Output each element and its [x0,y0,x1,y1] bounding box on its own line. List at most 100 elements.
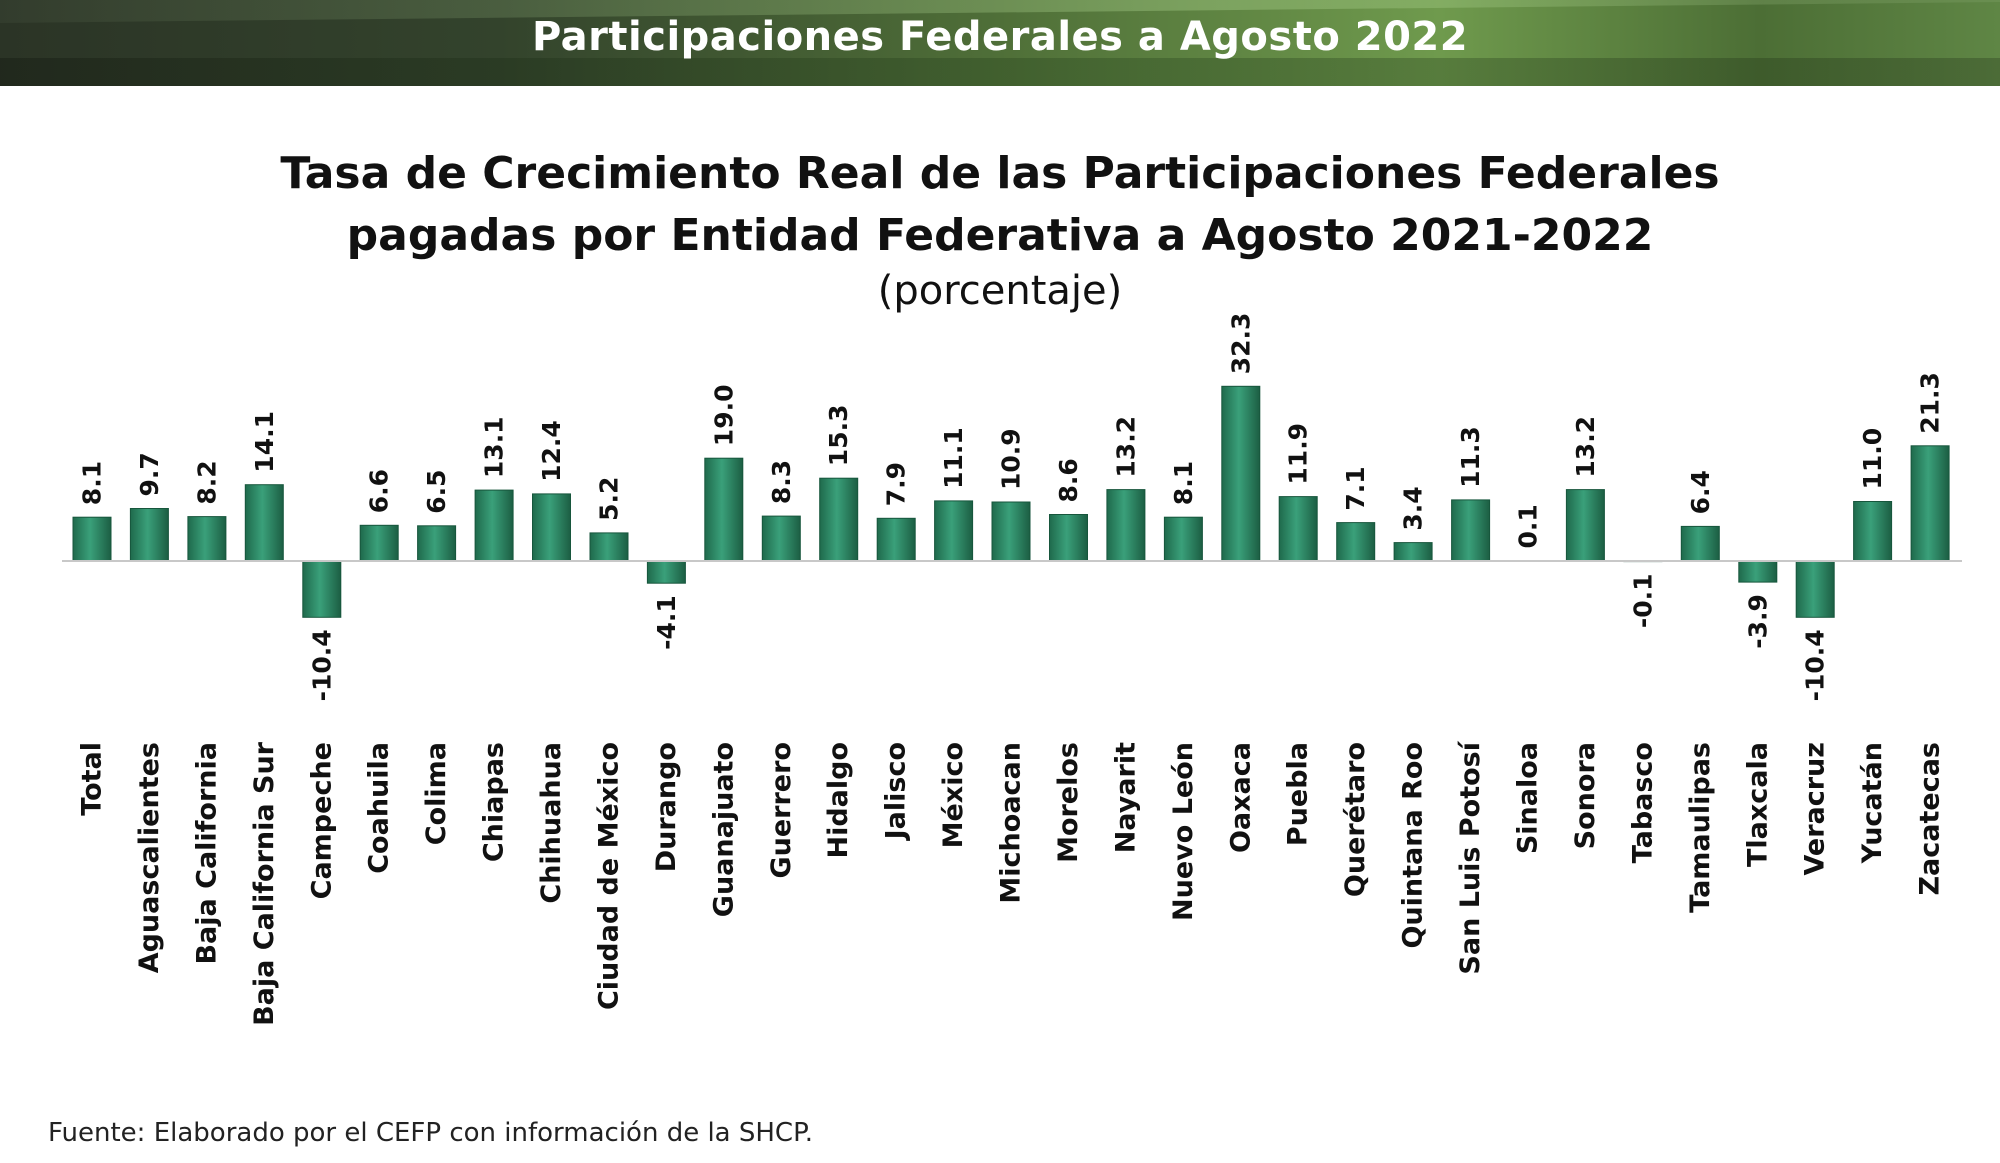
category-label-yucatan: Yucatán [1857,742,1888,864]
bar-zacatecas [1910,445,1950,562]
category-label-tabasco: Tabasco [1627,742,1658,863]
bar-guanajuato [704,457,744,562]
data-label-campeche: -10.4 [307,629,336,701]
bar-ciudad-de-mexico [589,532,629,562]
bar-baja-california [187,516,227,562]
category-label-veracruz: Veracruz [1800,742,1831,876]
bar-quintana-roo [1393,542,1433,562]
bar-yucatan [1853,501,1893,562]
data-label-baja-california: 8.2 [192,460,221,504]
data-label-yucatan: 11.0 [1858,428,1887,490]
bar-total [72,516,112,562]
data-label-sinaloa: 0.1 [1514,504,1543,548]
category-label-chihuahua: Chihuahua [536,742,567,904]
category-label-campeche: Campeche [306,742,337,899]
category-label-guerrero: Guerrero [766,742,797,879]
data-label-oaxaca: 32.3 [1226,313,1255,375]
data-label-sonora: 13.2 [1571,416,1600,478]
bar-veracruz [1795,560,1835,618]
source-note: Fuente: Elaborado por el CEFP con inform… [48,1118,813,1148]
category-label-zacatecas: Zacatecas [1915,742,1946,896]
data-label-total: 8.1 [78,461,107,505]
chart-subtitle: (porcentaje) [877,268,1123,314]
data-label-veracruz: -10.4 [1801,629,1830,701]
bar-nuevo-leon [1163,516,1203,562]
data-label-jalisco: 7.9 [882,462,911,506]
data-label-chiapas: 13.1 [480,416,509,478]
chart-title-line-1: Tasa de Crecimiento Real de las Particip… [280,148,1720,199]
chart-title-line-2: pagadas por Entidad Federativa a Agosto … [346,210,1654,261]
bar-chihuahua [532,493,571,562]
bar-chart: 8.1 9.7 8.2 14.1 -10.4 6.6 6.5 13.1 12.4 5.2 -4.1 1… [62,313,1962,1026]
data-label-aguascalientes: 9.7 [135,452,164,496]
bar-tlaxcala [1738,560,1778,583]
category-label-baja-california: Baja California [191,742,222,965]
data-label-tabasco: -0.1 [1628,574,1657,629]
category-label-nuevo-leon: Nuevo León [1168,742,1199,921]
bar-campeche [302,560,342,618]
bar-durango [646,560,686,584]
category-label-durango: Durango [651,742,682,872]
data-label-zacatecas: 21.3 [1916,372,1945,434]
data-label-colima: 6.5 [422,470,451,514]
data-label-guerrero: 8.3 [767,460,796,504]
data-label-quintana-roo: 3.4 [1399,486,1428,530]
bar-series [72,385,1950,618]
chart-title: Tasa de Crecimiento Real de las Particip… [0,143,2000,267]
category-label-nayarit: Nayarit [1110,742,1141,853]
data-labels: 8.1 9.7 8.2 14.1 -10.4 6.6 6.5 13.1 12.4 5.2 -4.1 1… [78,313,1945,702]
bar-hidalgo [819,477,859,562]
bar-sonora [1565,489,1605,562]
category-label-quintana-roo: Quintana Roo [1398,742,1429,949]
bar-guerrero [761,515,801,562]
data-label-michoacan: 10.9 [997,428,1026,490]
category-label-jalisco: Jalisco [881,742,912,841]
bar-queretaro [1336,522,1376,562]
bar-chiapas [474,489,514,562]
data-label-baja-california-sur: 14.1 [250,411,279,473]
category-label-tlaxcala: Tlaxcala [1742,742,1773,867]
category-label-total: Total [77,742,108,816]
category-label-queretaro: Querétaro [1340,742,1371,897]
bar-coahuila [359,524,399,562]
data-label-tamaulipas: 6.4 [1686,470,1715,514]
data-label-morelos: 8.6 [1054,458,1083,502]
category-label-oaxaca: Oaxaca [1225,742,1256,853]
data-label-san-luis-potosi: 11.3 [1456,426,1485,488]
category-label-michoacan: Michoacan [996,742,1027,904]
category-label-baja-california-sur: Baja California Sur [249,741,280,1026]
data-label-chihuahua: 12.4 [537,420,566,482]
bar-oaxaca [1221,385,1261,562]
bar-aguascalientes [129,508,169,562]
category-labels: Total Aguascalientes Baja California Baja C… [77,740,1946,1026]
header-banner: Participaciones Federales a Agosto 2022 [0,0,2000,86]
category-label-chiapas: Chiapas [479,742,510,862]
category-label-puebla: Puebla [1283,742,1314,846]
banner-stripe-bottom [0,58,2000,86]
bar-nayarit [1106,489,1146,562]
category-label-sinaloa: Sinaloa [1513,742,1544,854]
bar-jalisco [876,517,916,562]
bar-baja-california-sur [244,484,284,562]
bar-mexico [934,500,974,562]
category-label-tamaulipas: Tamaulipas [1685,742,1716,913]
data-label-queretaro: 7.1 [1341,466,1370,510]
bar-san-luis-potosi [1451,499,1491,562]
bar-michoacan [991,501,1031,562]
bar-morelos [1049,514,1088,562]
data-label-tlaxcala: -3.9 [1743,594,1772,649]
data-label-ciudad-de-mexico: 5.2 [595,477,624,521]
data-label-mexico: 11.1 [939,427,968,489]
category-label-mexico: México [938,742,969,848]
category-label-sonora: Sonora [1570,742,1601,849]
data-label-hidalgo: 15.3 [824,405,853,467]
category-label-coahuila: Coahuila [364,742,395,874]
bar-tamaulipas [1680,525,1720,562]
data-label-durango: -4.1 [652,595,681,650]
banner-title: Participaciones Federales a Agosto 2022 [531,14,1469,60]
data-label-coahuila: 6.6 [365,469,394,513]
data-label-nayarit: 13.2 [1111,416,1140,478]
bar-colima [417,525,457,562]
category-label-morelos: Morelos [1053,742,1084,863]
category-label-guanajuato: Guanajuato [708,742,739,917]
